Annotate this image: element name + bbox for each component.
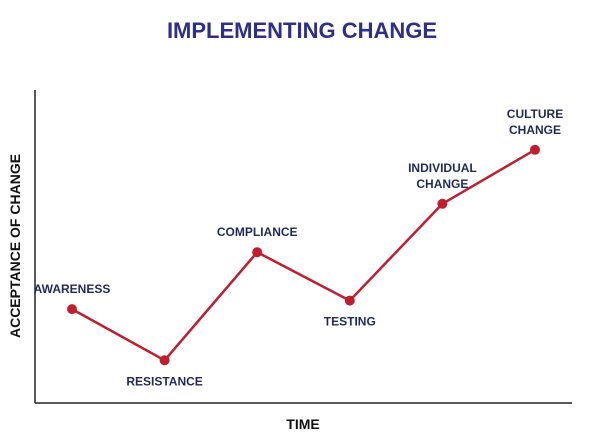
data-label-line: INDIVIDUAL [408,161,477,175]
data-label-6: CULTURE CHANGE [507,107,563,137]
data-point-5 [437,198,448,209]
data-point-2 [159,355,170,366]
data-label-line: RESISTANCE [126,374,202,388]
chart-title: IMPLEMENTING CHANGE [167,18,437,43]
data-label-line: CULTURE [507,107,563,121]
axes [34,90,572,404]
data-label-line: COMPLIANCE [217,225,298,239]
data-point-4 [344,295,355,306]
series-line [71,148,536,362]
data-label-line: CHANGE [509,123,561,137]
data-point-3 [252,247,263,258]
x-axis-label: TIME [286,416,319,432]
data-point-6 [530,144,540,155]
data-label-line: CHANGE [416,177,468,191]
data-label-3: COMPLIANCE [217,225,298,239]
data-point-1 [67,304,77,315]
data-label-line: TESTING [324,315,376,329]
data-label-2: RESISTANCE [126,374,202,388]
data-label-line: AWARENESS [34,282,111,296]
data-label-5: INDIVIDUAL CHANGE [408,161,477,191]
y-axis-label: ACCEPTANCE OF CHANGE [7,154,23,338]
plot-area: AWARENESS RESISTANCE COMPLIANCE TESTING INDI… [34,107,564,388]
data-label-4: TESTING [324,315,376,329]
data-label-1: AWARENESS [34,282,111,296]
